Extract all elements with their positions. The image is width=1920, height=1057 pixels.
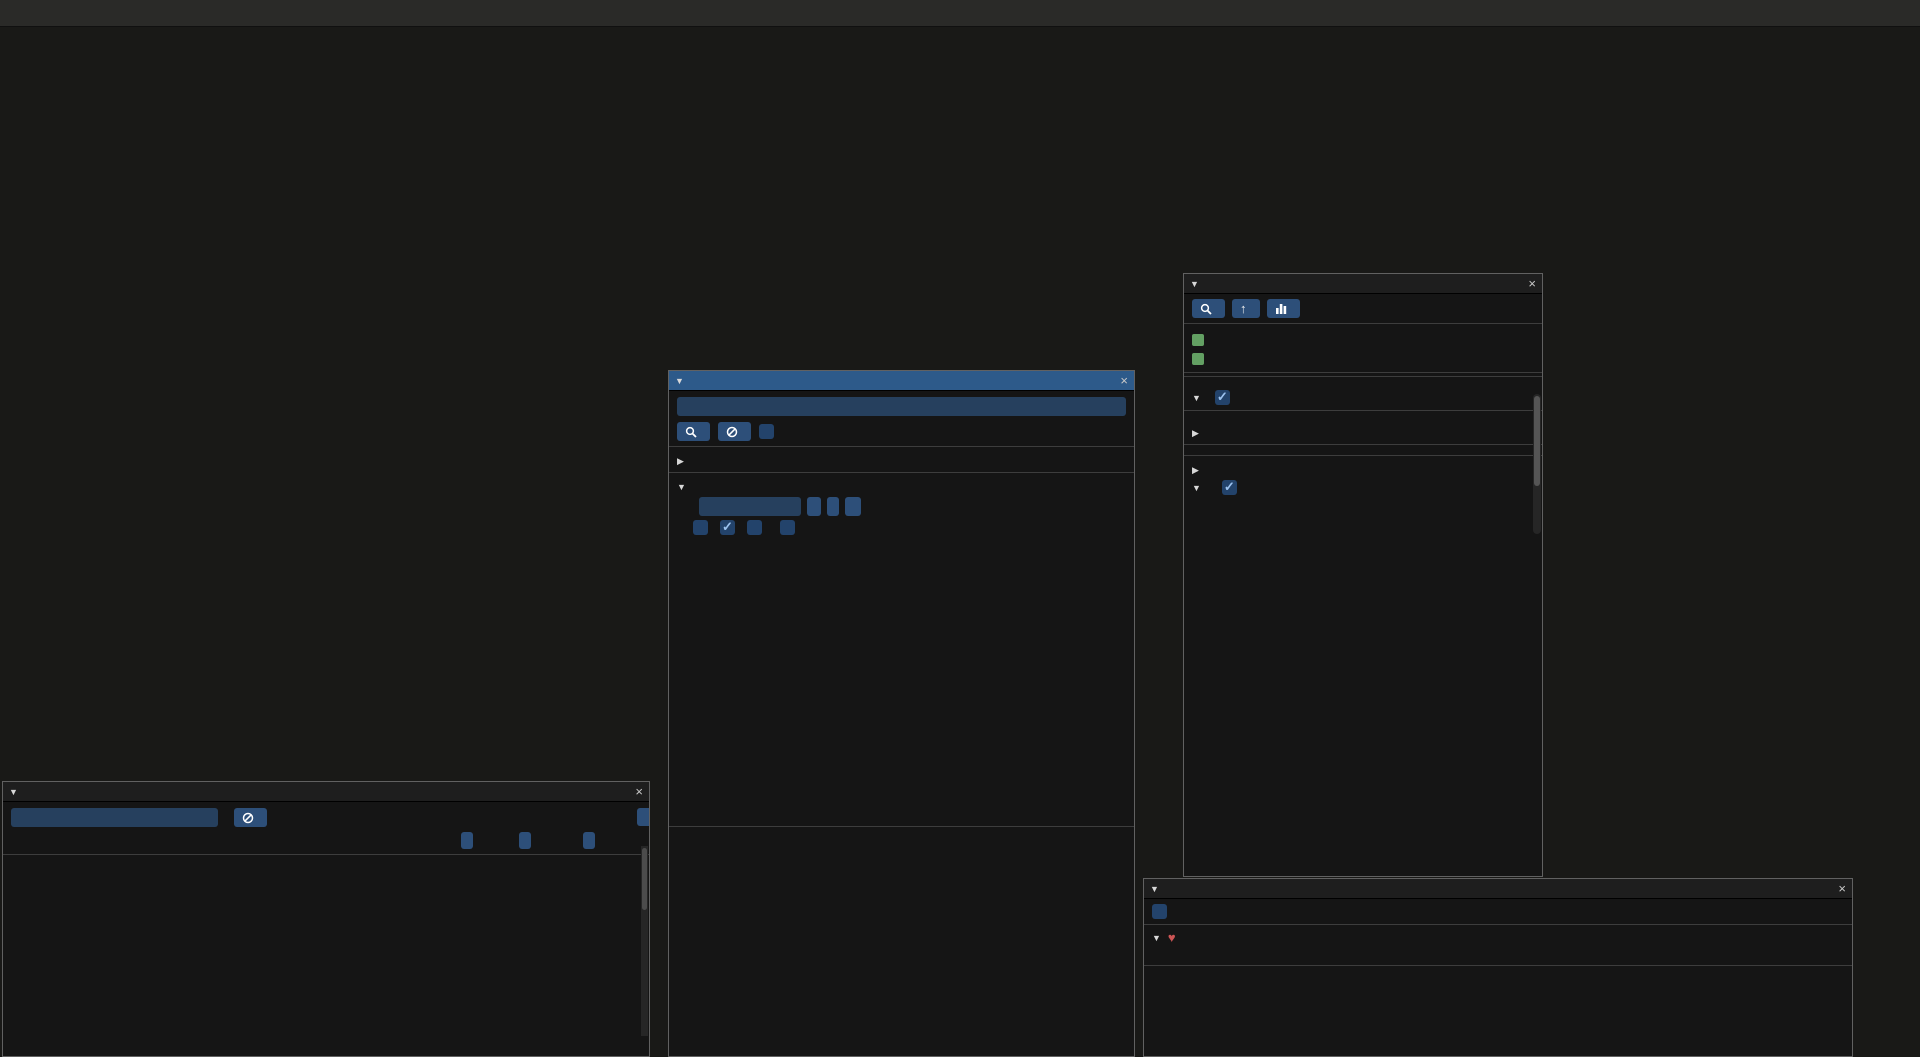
timeline-ruler[interactable] <box>0 72 1920 95</box>
close-icon[interactable]: × <box>1528 276 1536 291</box>
cumulate-time-checkbox[interactable] <box>747 520 762 535</box>
histogram-section-header[interactable]: ▼ <box>677 482 686 492</box>
minus-button[interactable] <box>807 497 821 516</box>
collapse-icon[interactable]: ▼ <box>1150 883 1159 894</box>
toolbar <box>0 0 1920 27</box>
zone-trace-toggle[interactable]: ▶ <box>1192 465 1199 475</box>
zone-info-window: ▼ × ↑ ▼ ▶ ▶ <box>1183 273 1543 877</box>
find-button[interactable] <box>677 422 710 441</box>
find-zone-window: ▼ × ▶ ▼ <box>668 370 1135 1057</box>
log-values-checkbox[interactable] <box>693 520 708 535</box>
reset-button[interactable] <box>845 497 861 516</box>
restrict-time-checkbox[interactable] <box>1152 904 1167 919</box>
close-icon[interactable]: × <box>1838 881 1846 896</box>
active-allocations-toggle[interactable]: ▼ <box>1152 932 1161 943</box>
column-counts[interactable] <box>519 832 531 849</box>
zoom-to-zone-button[interactable] <box>1192 299 1225 318</box>
plus-button[interactable] <box>827 497 839 516</box>
column-total-time[interactable] <box>461 832 473 849</box>
close-icon[interactable]: × <box>1120 373 1128 388</box>
find-zone-search-input[interactable] <box>677 397 1126 416</box>
scrollbar[interactable] <box>1533 394 1541 534</box>
zone-info-titlebar[interactable]: ▼ × <box>1184 274 1542 294</box>
min-bin-input[interactable] <box>699 497 801 516</box>
memory-window: ▼ × ▼ ♥ <box>1143 878 1853 1057</box>
wait-regions-toggle[interactable]: ▼ <box>1192 392 1201 403</box>
frame-time-graph[interactable] <box>0 27 1920 72</box>
find-zone-titlebar[interactable]: ▼ × <box>669 371 1134 391</box>
memory-titlebar[interactable]: ▼ × <box>1144 879 1852 899</box>
ignore-case-checkbox[interactable] <box>759 424 774 439</box>
statistics-button[interactable] <box>1266 299 1300 318</box>
statistics-titlebar[interactable]: ▼ × <box>3 782 649 802</box>
allocations-list-toggle[interactable]: ▶ <box>1192 428 1199 438</box>
histogram-plot[interactable] <box>691 612 1117 806</box>
time-relative-checkbox[interactable] <box>1214 389 1230 405</box>
filter-zones-input[interactable] <box>11 808 218 827</box>
clipped-button[interactable] <box>637 808 649 826</box>
location-color-swatch <box>1192 334 1204 346</box>
histogram-axis <box>691 809 1126 823</box>
go-to-parent-button[interactable]: ↑ <box>1232 299 1260 318</box>
log-time-checkbox[interactable] <box>720 519 735 535</box>
collapse-icon[interactable]: ▼ <box>1190 278 1199 289</box>
close-icon[interactable]: × <box>635 784 643 799</box>
statistics-window: ▼ × <box>2 781 650 1057</box>
column-mtpc[interactable] <box>583 832 595 849</box>
clear-filter-button[interactable] <box>234 808 267 827</box>
collapse-icon[interactable]: ▼ <box>675 375 684 386</box>
clear-button[interactable] <box>718 422 751 441</box>
child-zones-toggle[interactable]: ▼ <box>1192 482 1201 493</box>
scrollbar[interactable] <box>641 846 648 1036</box>
thread-color-swatch <box>1192 353 1204 365</box>
matched-source-locations[interactable]: ▶ <box>677 456 684 466</box>
group-children-checkbox[interactable] <box>1221 479 1237 495</box>
self-time-checkbox[interactable] <box>780 520 795 535</box>
statistics-table <box>3 855 649 1045</box>
heart-icon: ♥ <box>1167 930 1176 945</box>
frame-band[interactable] <box>0 95 1920 111</box>
collapse-icon[interactable]: ▼ <box>9 786 18 797</box>
